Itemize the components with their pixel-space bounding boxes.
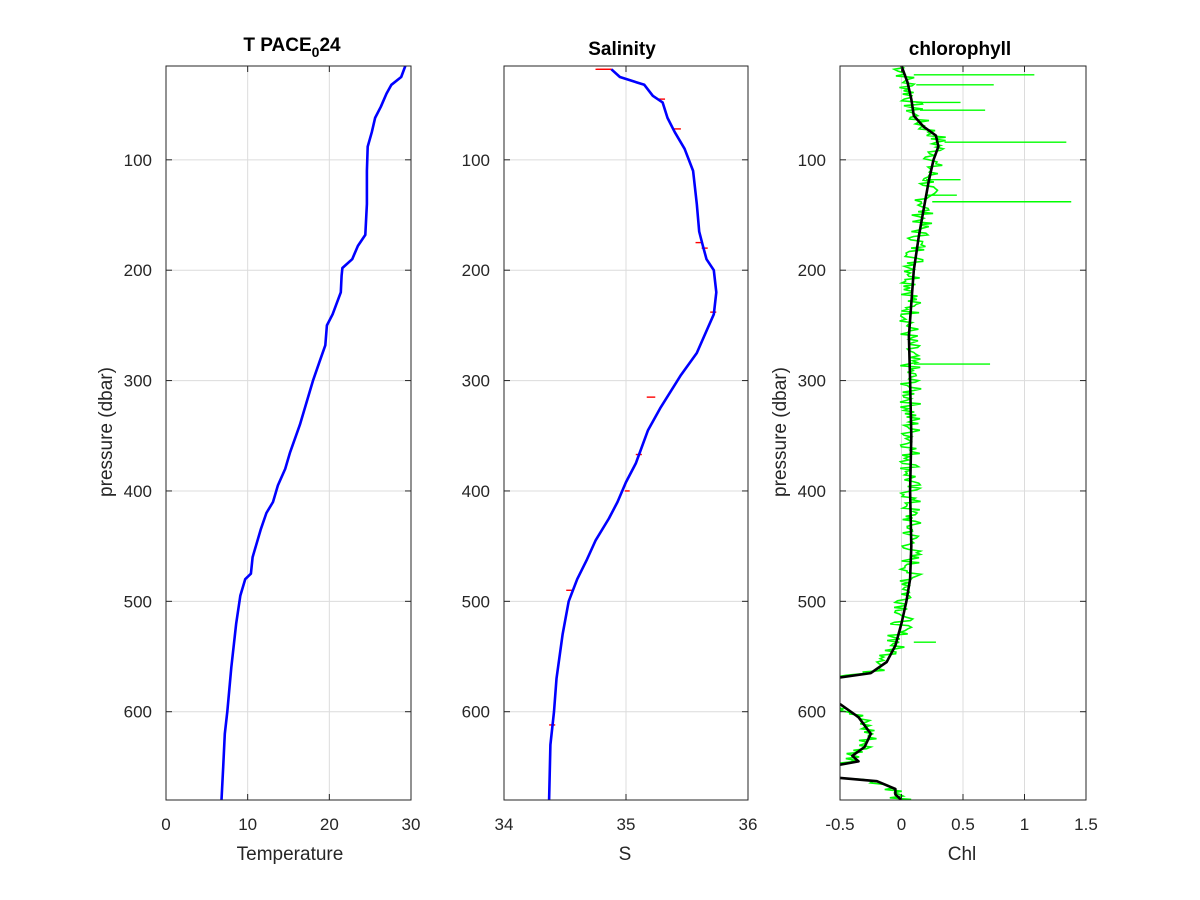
salinity-xlabel: S bbox=[619, 844, 632, 865]
salinity-ytick-label: 400 bbox=[462, 482, 490, 501]
temperature-grid bbox=[166, 66, 411, 800]
temperature-ytick-label: 100 bbox=[124, 151, 152, 170]
chlorophyll-ytick-label: 100 bbox=[798, 151, 826, 170]
temperature-ytick-label: 400 bbox=[124, 482, 152, 501]
salinity-grid bbox=[504, 66, 748, 800]
chlorophyll-smoothed-line bbox=[840, 66, 940, 679]
chlorophyll-title: chlorophyll bbox=[909, 39, 1011, 60]
salinity-xtick-label: 36 bbox=[739, 815, 758, 834]
temperature-title: T PACE024 bbox=[243, 35, 341, 60]
chlorophyll-panel: -0.5 0 0.5 1 1.5 100 200 300 400 500 600 chlorophy… bbox=[770, 39, 1098, 865]
temperature-xtick-label: 30 bbox=[402, 815, 421, 834]
salinity-ytick-label: 300 bbox=[462, 372, 490, 391]
chlorophyll-data bbox=[840, 66, 1072, 800]
temperature-xlabel: Temperature bbox=[237, 844, 344, 865]
chlorophyll-ticks: -0.5 0 0.5 1 1.5 100 200 300 400 500 600 bbox=[798, 66, 1098, 834]
temperature-title-tail: 24 bbox=[319, 35, 341, 56]
temperature-ylabel: pressure (dbar) bbox=[96, 367, 117, 497]
salinity-ticks: 34 35 36 100 200 300 400 500 600 bbox=[462, 66, 758, 834]
salinity-ytick-label: 200 bbox=[462, 261, 490, 280]
temperature-ytick-label: 500 bbox=[124, 592, 152, 611]
salinity-ytick-label: 500 bbox=[462, 592, 490, 611]
salinity-panel: 34 35 36 100 200 300 400 500 600 Salinity S bbox=[462, 39, 758, 865]
chlorophyll-xlabel: Chl bbox=[948, 844, 977, 865]
salinity-xtick-label: 35 bbox=[617, 815, 636, 834]
temperature-xtick-label: 0 bbox=[161, 815, 170, 834]
chlorophyll-raw-line bbox=[840, 705, 877, 764]
chlorophyll-ytick-label: 400 bbox=[798, 482, 826, 501]
temperature-ytick-label: 300 bbox=[124, 372, 152, 391]
temperature-ticks: 0 10 20 30 100 200 300 400 500 600 bbox=[124, 66, 421, 834]
temperature-ytick-label: 200 bbox=[124, 261, 152, 280]
chlorophyll-ytick-label: 300 bbox=[798, 372, 826, 391]
chlorophyll-ylabel: pressure (dbar) bbox=[770, 367, 791, 497]
chlorophyll-smoothed-line bbox=[840, 702, 873, 766]
chlorophyll-xtick-label: -0.5 bbox=[825, 815, 854, 834]
salinity-ytick-label: 100 bbox=[462, 151, 490, 170]
salinity-data bbox=[547, 68, 718, 800]
temperature-xtick-label: 20 bbox=[320, 815, 339, 834]
temperature-ytick-label: 600 bbox=[124, 703, 152, 722]
chlorophyll-ytick-label: 600 bbox=[798, 703, 826, 722]
chlorophyll-xtick-label: 1 bbox=[1020, 815, 1029, 834]
temperature-axes-frame bbox=[165, 65, 412, 801]
temperature-data bbox=[220, 66, 407, 800]
temperature-profile-line bbox=[220, 66, 407, 800]
chlorophyll-xtick-label: 1.5 bbox=[1074, 815, 1098, 834]
temperature-title-main: T PACE bbox=[243, 35, 311, 56]
chlorophyll-smoothed-line bbox=[840, 776, 903, 800]
salinity-xtick-label: 34 bbox=[495, 815, 514, 834]
salinity-title: Salinity bbox=[588, 39, 656, 60]
chlorophyll-ytick-label: 200 bbox=[798, 261, 826, 280]
salinity-ytick-label: 600 bbox=[462, 703, 490, 722]
chlorophyll-xtick-label: 0.5 bbox=[951, 815, 975, 834]
temperature-title-subscript: 0 bbox=[312, 44, 320, 60]
chlorophyll-xtick-label: 0 bbox=[897, 815, 906, 834]
temperature-xtick-label: 10 bbox=[238, 815, 257, 834]
chlorophyll-ytick-label: 500 bbox=[798, 592, 826, 611]
salinity-smoothed-line bbox=[547, 68, 718, 800]
